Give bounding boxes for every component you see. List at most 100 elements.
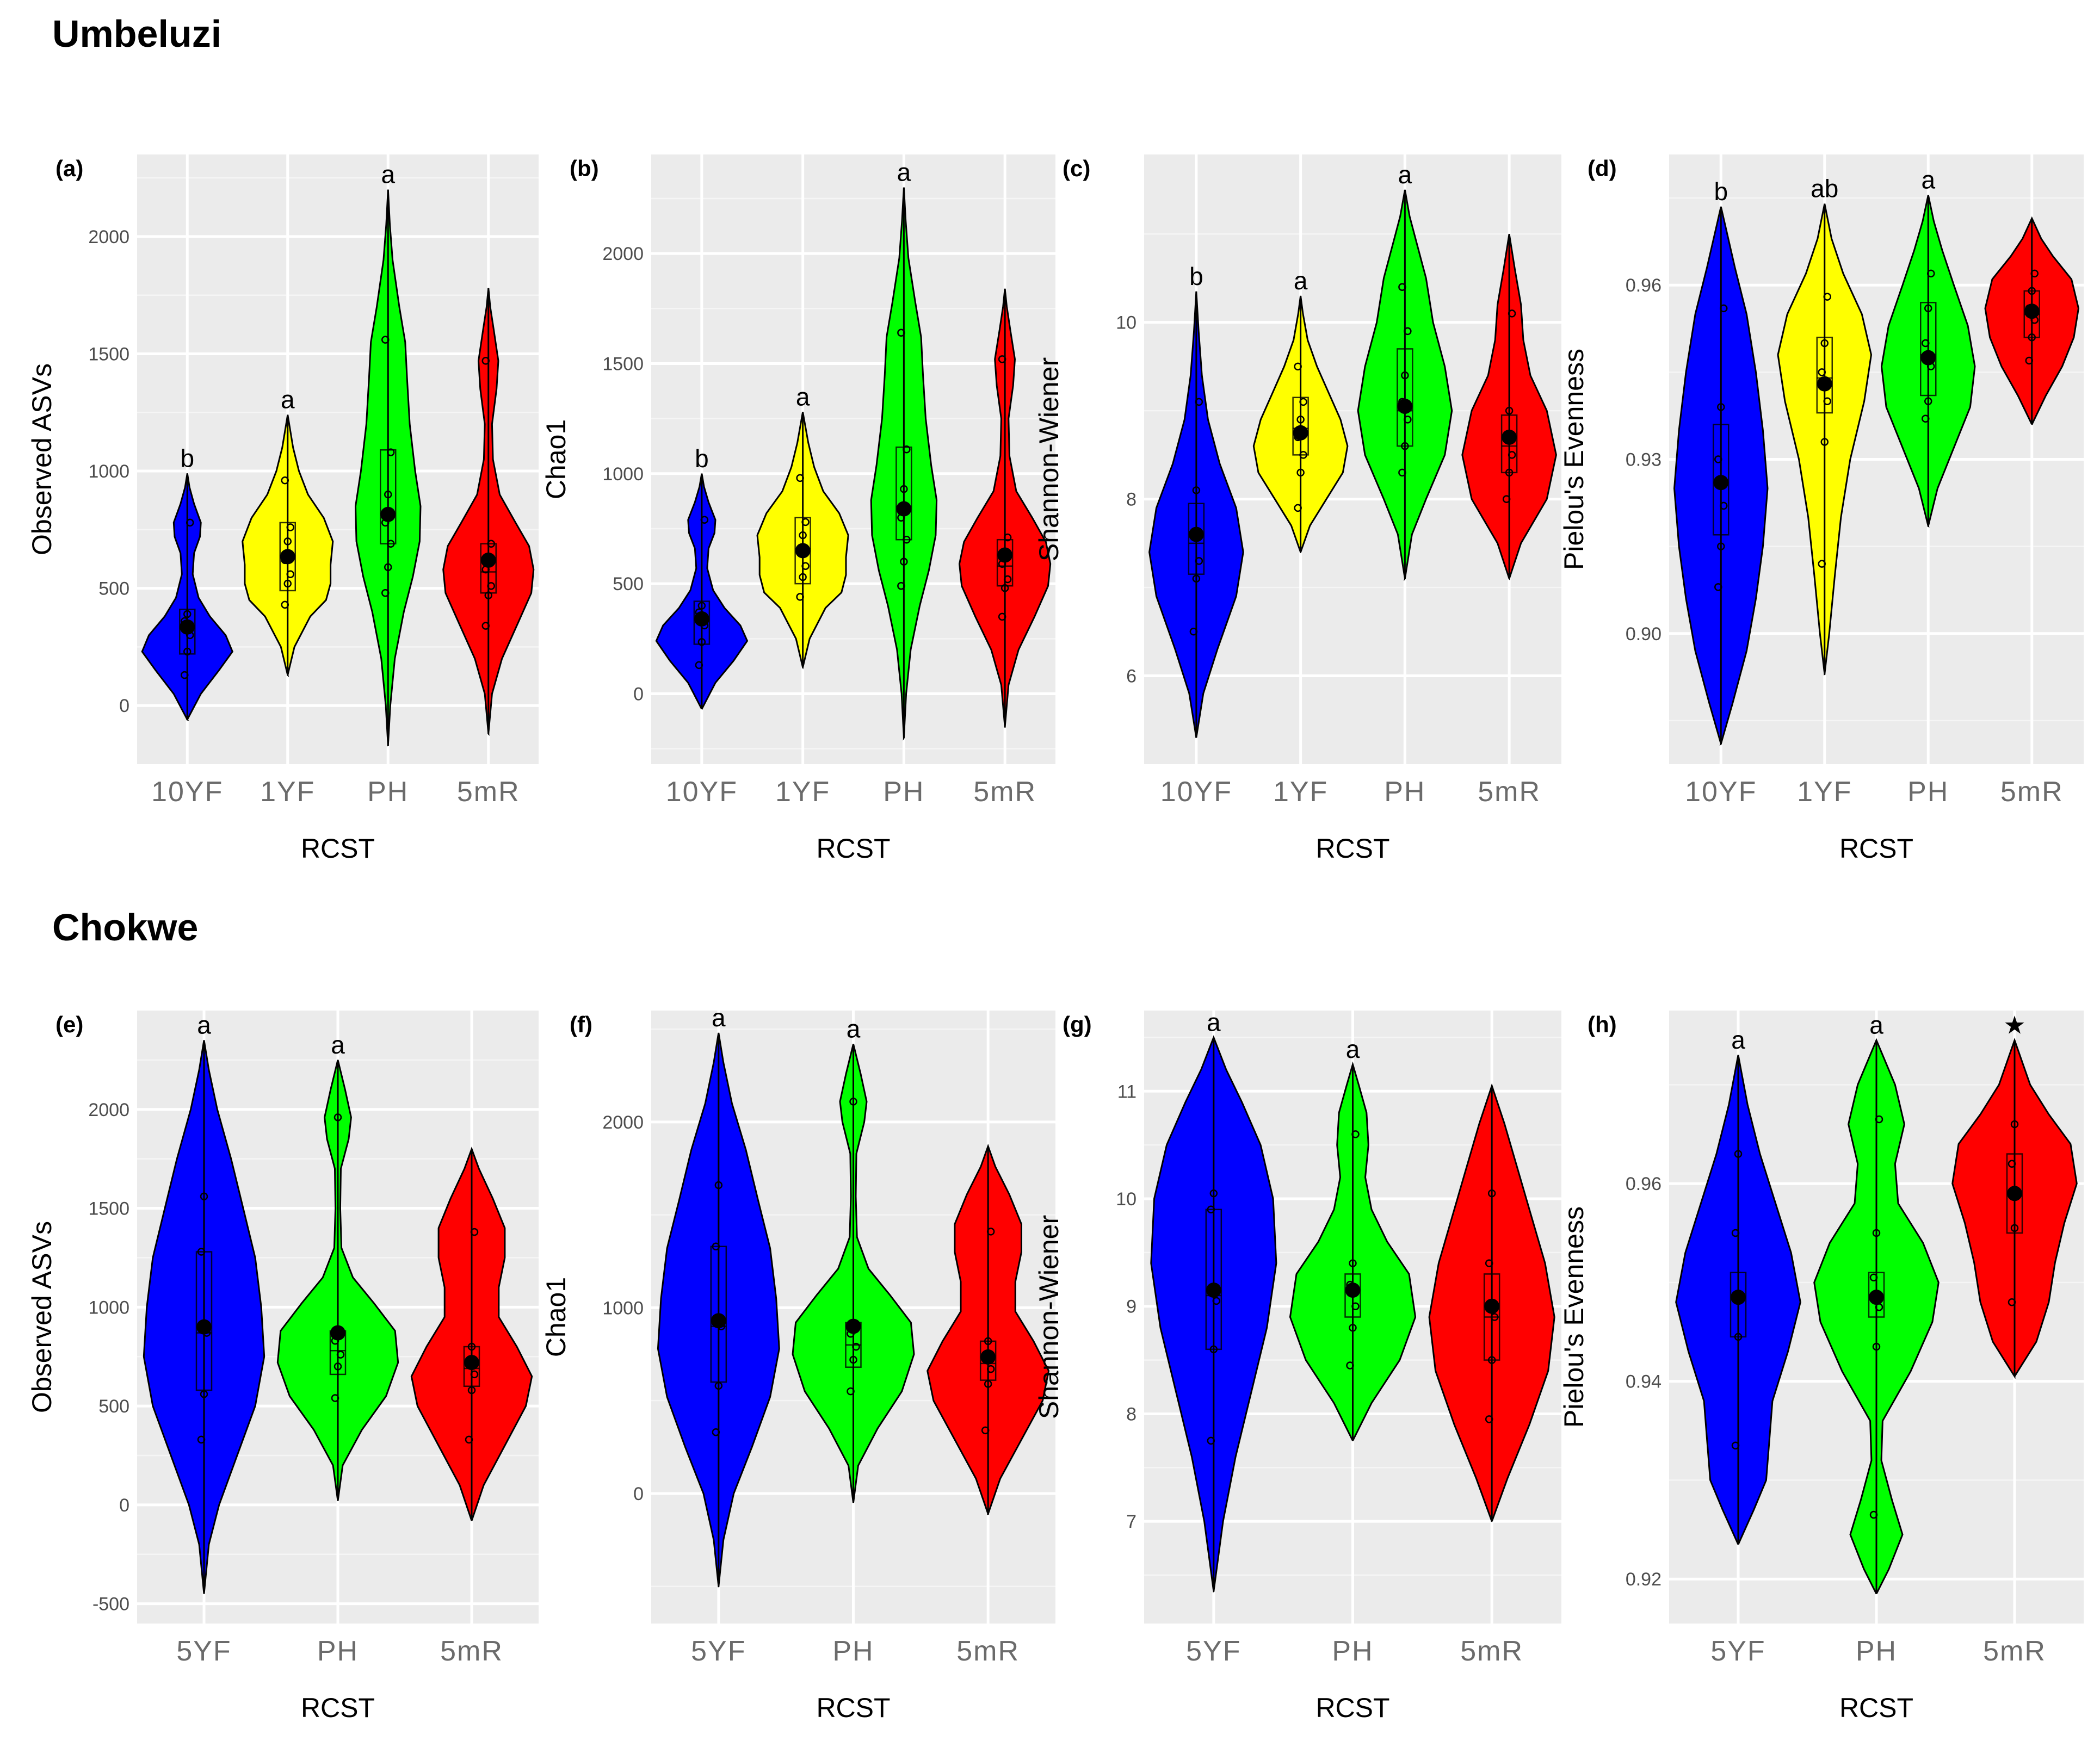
data-point: [2025, 356, 2033, 365]
x-axis-title: RCST: [301, 1693, 375, 1723]
y-tick-label: 500: [98, 579, 129, 599]
significance-letter: a: [1921, 166, 1935, 194]
violin-5YF: a: [1150, 1008, 1277, 1593]
mean-point: [711, 1313, 726, 1329]
data-point: [283, 537, 292, 546]
y-tick-label: 0.96: [1626, 275, 1662, 296]
y-tick-label: 0: [119, 696, 129, 716]
x-tick-label: 5mR: [2000, 776, 2064, 808]
significance-letter: ab: [1811, 175, 1838, 203]
panel-c: 6 8 10 b 10YF a 1YF a PH 5mR (c) RCST Shannon-Wiener: [1034, 154, 1561, 864]
y-tick-label: 1000: [88, 1297, 129, 1318]
data-point: [197, 1435, 206, 1444]
y-tick-label: 0.92: [1626, 1569, 1662, 1590]
data-point: [852, 1342, 860, 1351]
data-point: [1927, 269, 1935, 278]
data-point: [1195, 398, 1203, 406]
x-tick-label: 1YF: [1273, 776, 1328, 808]
significance-letter: b: [180, 444, 194, 472]
data-point: [384, 563, 392, 572]
data-point: [1714, 583, 1722, 591]
significance-letter: a: [331, 1031, 345, 1059]
data-point: [1502, 495, 1511, 503]
x-axis-title: RCST: [1839, 1693, 1913, 1723]
data-point: [467, 1386, 476, 1395]
data-point: [481, 622, 490, 630]
significance-letter: a: [1346, 1035, 1360, 1063]
data-point: [336, 1350, 345, 1359]
violin-PH: a: [276, 1031, 399, 1501]
panel-g: 7 8 9 10 11 a 5YF a PH 5mR (g) RCST Shannon-Wiener: [1034, 1008, 1561, 1723]
data-point: [796, 474, 804, 482]
data-point: [381, 336, 390, 344]
y-axis-title: Chao1: [541, 419, 571, 499]
y-tick-label: -500: [92, 1594, 129, 1615]
data-point: [697, 638, 706, 646]
significance-letter: b: [1714, 177, 1728, 206]
y-tick-label: 0: [119, 1495, 129, 1516]
x-tick-label: 1YF: [260, 776, 315, 808]
significance-letter: a: [1398, 160, 1412, 189]
data-point: [900, 557, 908, 566]
panel-label: (e): [55, 1012, 83, 1037]
y-tick-label: 1500: [88, 344, 129, 364]
mean-point: [2007, 1186, 2022, 1201]
data-point: [1485, 1259, 1493, 1267]
mean-point: [1817, 376, 1832, 392]
data-point: [714, 1181, 723, 1189]
y-tick-label: 1500: [88, 1199, 129, 1219]
mean-point: [1731, 1290, 1746, 1305]
significance-letter: a: [1207, 1008, 1221, 1036]
violin-1YF: ab: [1777, 175, 1873, 676]
y-tick-label: 0.94: [1626, 1372, 1662, 1392]
data-point: [998, 355, 1006, 363]
mean-point: [1345, 1282, 1361, 1298]
data-point: [1294, 362, 1302, 371]
data-point: [1401, 442, 1409, 450]
data-point: [1207, 1205, 1215, 1214]
site-title-umbeluzi: Umbeluzi: [52, 13, 222, 55]
violin-PH: a: [354, 160, 422, 747]
violin-1YF: a: [242, 386, 334, 678]
x-tick-label: 10YF: [666, 776, 738, 808]
mean-point: [464, 1355, 479, 1371]
significance-letter: a: [796, 382, 810, 411]
violin-PH: a: [1289, 1035, 1417, 1441]
mean-point: [997, 547, 1013, 563]
data-point: [1717, 542, 1725, 550]
data-point: [467, 1342, 476, 1351]
panel-e: -500 0 500 1000 1500 2000 a 5YF a PH 5mR (e) RCST Obs…: [27, 1011, 539, 1723]
data-point: [1875, 1115, 1883, 1124]
data-point: [387, 448, 395, 456]
data-point: [470, 1370, 479, 1379]
x-tick-label: PH: [317, 1635, 359, 1667]
data-point: [183, 647, 192, 656]
mean-point: [196, 1319, 212, 1335]
violin-5mR: [410, 1147, 533, 1521]
boxplot-box: [1344, 1273, 1361, 1318]
significance-letter: a: [1294, 267, 1308, 295]
boxplot-box: [1730, 1272, 1747, 1338]
boxplot-box: [1397, 348, 1413, 447]
violin-PH: a: [1357, 160, 1453, 579]
mean-point: [845, 1318, 861, 1334]
data-point: [1720, 304, 1728, 313]
data-point: [1714, 455, 1722, 463]
violin-10YF: b: [141, 444, 234, 722]
data-point: [1189, 628, 1198, 636]
significance-letter: a: [381, 160, 395, 189]
violin-5YF: a: [143, 1011, 265, 1594]
data-point: [331, 1394, 339, 1402]
data-point: [2008, 1298, 2016, 1306]
y-axis-title: Shannon-Wiener: [1034, 1215, 1064, 1419]
mean-point: [896, 501, 912, 517]
boxplot-box: [1500, 414, 1518, 474]
data-point: [897, 329, 905, 337]
y-axis-title: Chao1: [541, 1277, 571, 1357]
significance-letter: a: [897, 158, 911, 187]
significance-letter: b: [695, 444, 709, 473]
y-tick-label: 7: [1126, 1511, 1137, 1532]
violin-5mR: [1984, 216, 2080, 425]
data-point: [712, 1242, 720, 1250]
data-point: [1398, 283, 1406, 291]
